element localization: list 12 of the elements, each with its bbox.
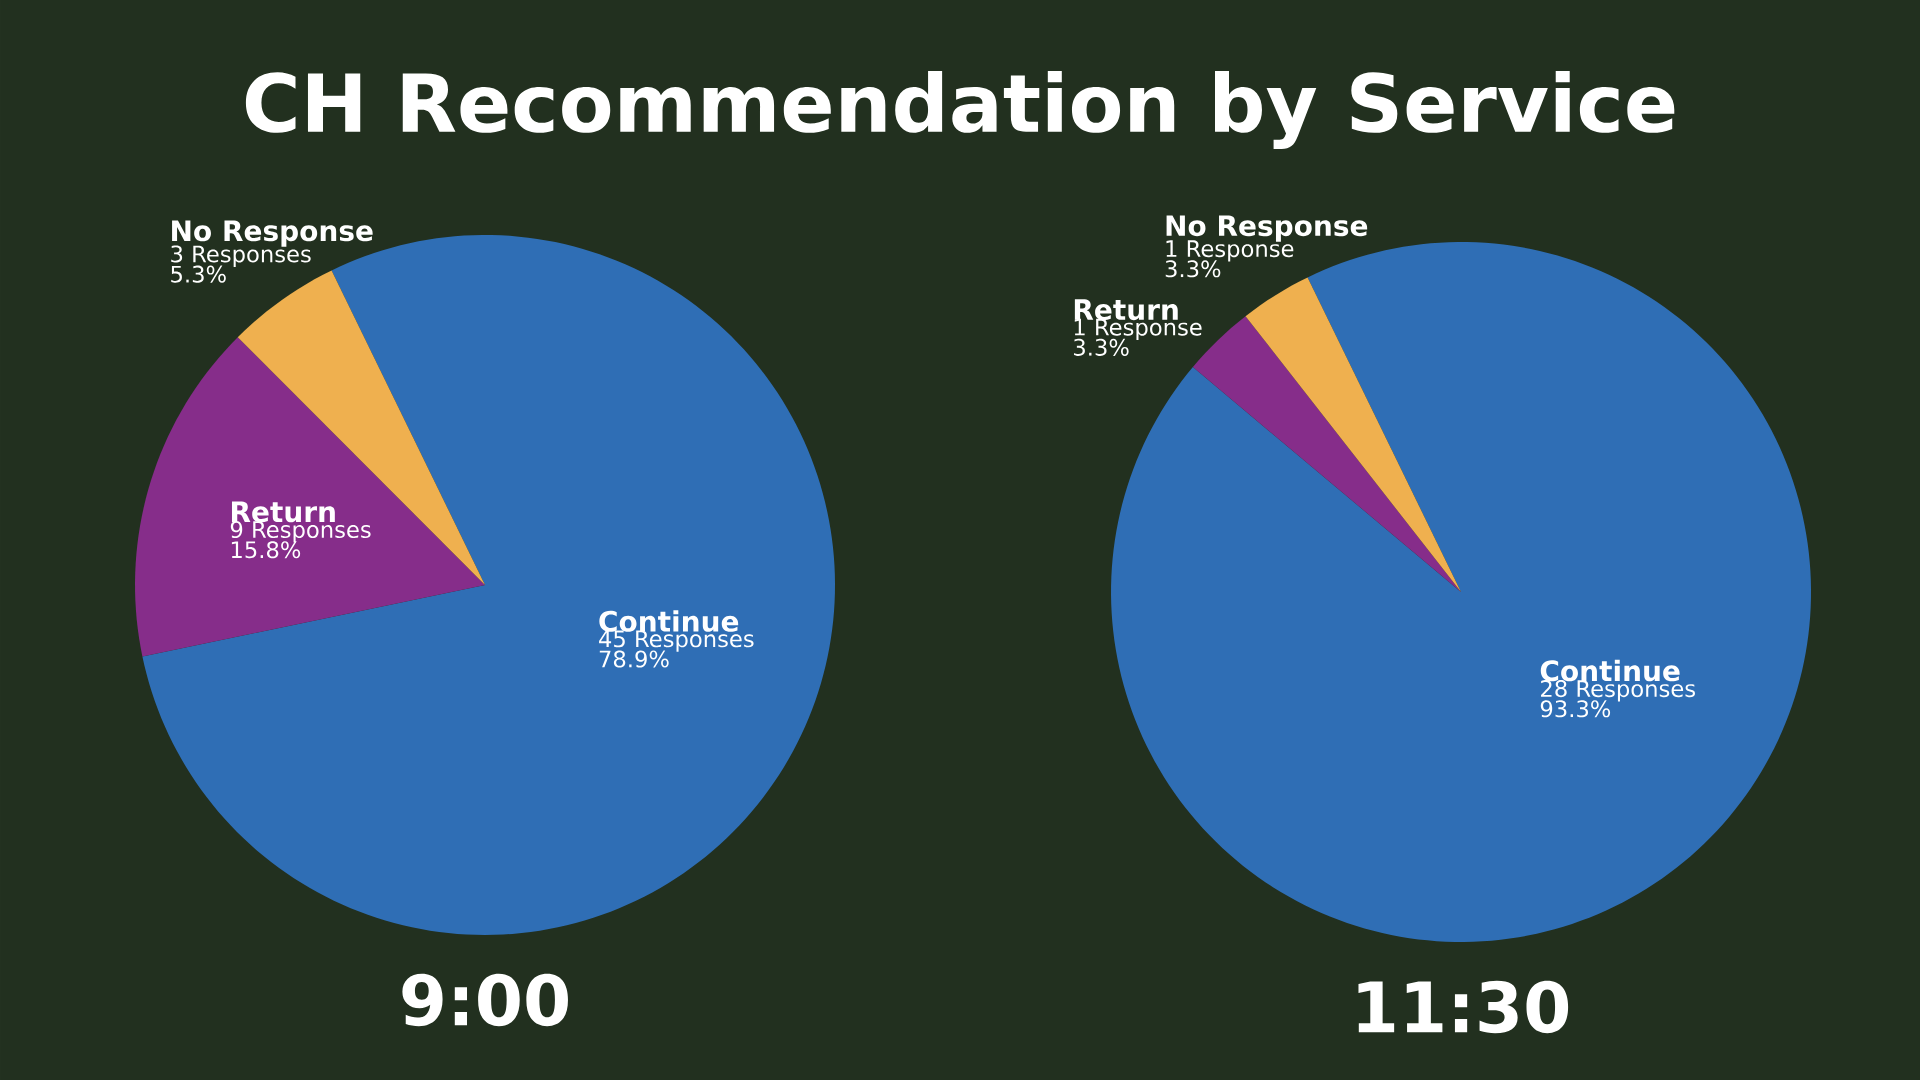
slice-label: Continue [599,610,739,632]
slice-label: Return [231,501,335,523]
text: 15.8% [231,541,301,559]
text: 3.3% [1165,260,1221,278]
text: 9:00 [402,973,568,1027]
text: 11:30 [1358,980,1569,1034]
chart-title: CH Recommendation by Service [245,70,1675,150]
slice-label: Continue [1540,659,1680,682]
text: 5.3% [171,265,226,283]
text: 93.3% [1540,700,1611,718]
data-label: 3 Responses [171,245,311,267]
text: 78.9% [599,650,669,668]
